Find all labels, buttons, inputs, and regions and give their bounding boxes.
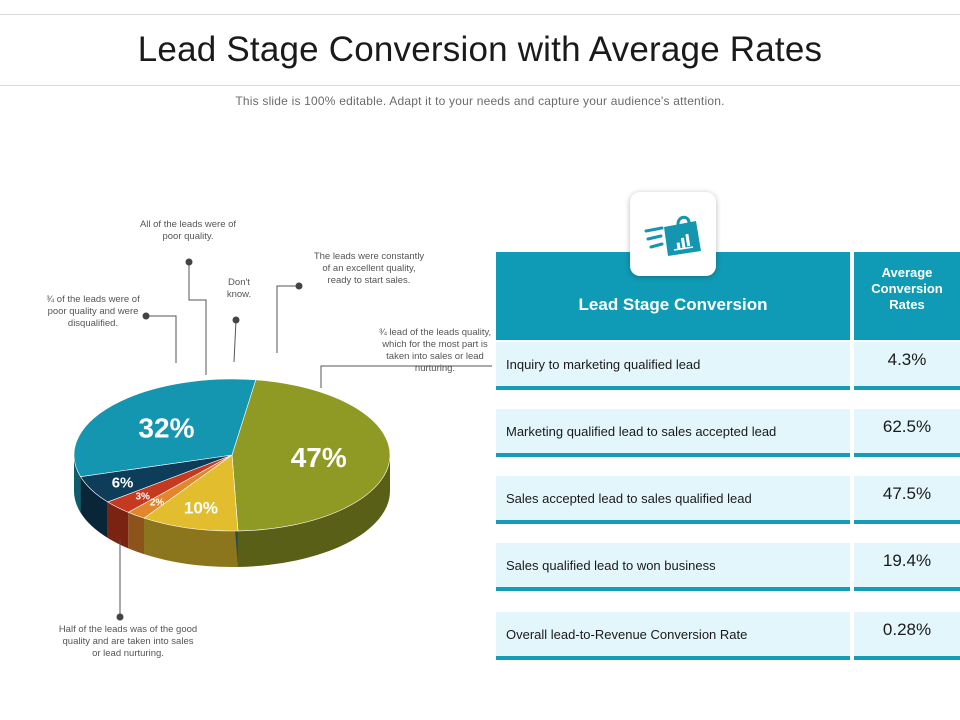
leader-line	[188, 262, 207, 375]
table-row-stage: Marketing qualified lead to sales accept…	[496, 409, 850, 457]
pie-labels: 47% 10% 2%3%6% 32%	[112, 412, 347, 517]
table-row-stage: Sales qualified lead to won business	[496, 543, 850, 591]
table-row-rate: 47.5%	[854, 476, 960, 524]
pie-slice-side	[128, 512, 145, 555]
pie-slice-side	[237, 455, 390, 567]
table-header-rate: Average Conversion Rates	[854, 252, 960, 340]
pie-slice-label: 47%	[291, 442, 347, 473]
pie-slice-label: 32%	[138, 412, 194, 443]
pie-slice	[143, 454, 239, 532]
pie-slice-side	[74, 455, 81, 513]
leader-dot	[116, 613, 124, 621]
table-row-stage: Overall lead-to-Revenue Conversion Rate	[496, 612, 850, 660]
pie-slice-label: 6%	[112, 474, 134, 491]
table-row-stage: Sales accepted lead to sales qualified l…	[496, 476, 850, 524]
title-band: Lead Stage Conversion with Average Rates	[0, 14, 960, 86]
leader-dot	[185, 258, 193, 266]
pie-slice	[73, 378, 257, 477]
pie-slice-side	[80, 476, 108, 538]
pie-slice-side	[107, 501, 129, 549]
pie-slice-label: 3%	[135, 491, 150, 502]
table-row-stage: Inquiry to marketing qualified lead	[496, 342, 850, 390]
table-row-rate: 4.3%	[854, 342, 960, 390]
annotation-half-good: Half of the leads was of the good qualit…	[58, 624, 198, 659]
pie-slice-side	[144, 518, 238, 567]
table-row-rate: 19.4%	[854, 543, 960, 591]
annotation-excellent: The leads were constantly of an excellen…	[313, 251, 425, 286]
icon-card	[630, 192, 716, 276]
pie-slice-label: 10%	[184, 499, 218, 518]
annotation-dont-know: Don't know.	[226, 277, 252, 300]
pie-top	[73, 378, 391, 532]
leader-line	[146, 315, 177, 363]
annotation-leaders	[116, 258, 492, 621]
annotation-three-quarter-lead: ¾ lead of the leads quality, which for t…	[378, 327, 492, 374]
page-title: Lead Stage Conversion with Average Rates	[137, 30, 823, 69]
page-subtitle: This slide is 100% editable. Adapt it to…	[235, 94, 725, 108]
annotation-all-poor: All of the leads were of poor quality.	[139, 219, 237, 242]
leader-dot	[232, 316, 240, 324]
pie-side-walls	[74, 455, 390, 567]
leader-dot	[142, 312, 150, 320]
table-row-rate: 0.28%	[854, 612, 960, 660]
leader-line	[276, 285, 299, 353]
table-row-rate: 62.5%	[854, 409, 960, 457]
pie-slice-label: 2%	[150, 498, 165, 509]
pie-slice	[231, 379, 391, 532]
shopping-bag-chart-icon	[644, 215, 701, 256]
annotation-three-quarter-poor: ¾ of the leads were of poor quality and …	[46, 294, 140, 329]
leader-line	[233, 319, 237, 363]
leader-dot	[295, 282, 303, 290]
leader-line	[320, 365, 492, 388]
